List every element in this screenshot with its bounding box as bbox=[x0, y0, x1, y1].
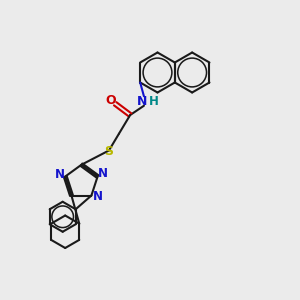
Text: O: O bbox=[105, 94, 116, 106]
Text: N: N bbox=[93, 190, 103, 202]
Text: N: N bbox=[55, 168, 65, 181]
Text: H: H bbox=[148, 95, 158, 108]
Text: N: N bbox=[137, 95, 147, 108]
Text: S: S bbox=[104, 145, 113, 158]
Text: N: N bbox=[98, 167, 108, 181]
